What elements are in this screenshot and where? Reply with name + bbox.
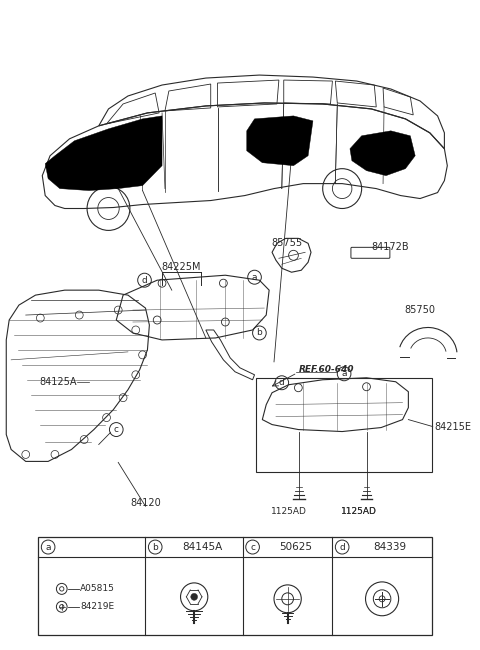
Text: d: d	[339, 543, 345, 552]
Text: 1125AD: 1125AD	[341, 507, 377, 515]
Bar	[38, 537, 432, 634]
Text: a: a	[46, 543, 51, 552]
Polygon shape	[45, 116, 162, 190]
Text: 84225M: 84225M	[162, 262, 201, 272]
Text: 84172B: 84172B	[372, 242, 409, 252]
Text: d: d	[279, 378, 285, 387]
Text: 84215E: 84215E	[435, 422, 472, 432]
Circle shape	[191, 593, 198, 601]
Text: 50625: 50625	[279, 542, 312, 552]
Text: 1125AD: 1125AD	[271, 507, 307, 515]
Text: 84145A: 84145A	[182, 542, 222, 552]
Polygon shape	[350, 131, 415, 176]
Text: d: d	[142, 276, 147, 285]
Bar	[256, 378, 432, 473]
Text: c: c	[114, 425, 119, 434]
Text: 84120: 84120	[130, 499, 161, 508]
Text: b: b	[256, 328, 262, 337]
Text: a: a	[341, 369, 347, 378]
Polygon shape	[247, 116, 313, 166]
Text: A05815: A05815	[80, 584, 115, 593]
Text: c: c	[250, 543, 255, 552]
Text: b: b	[152, 543, 158, 552]
Text: 85755: 85755	[271, 239, 302, 248]
Text: 84219E: 84219E	[80, 603, 114, 611]
Text: a: a	[252, 273, 257, 281]
Text: 84125A: 84125A	[39, 377, 77, 387]
Text: REF.60-640: REF.60-640	[299, 365, 354, 374]
Text: 84339: 84339	[373, 542, 407, 552]
Text: 1125AD: 1125AD	[341, 507, 377, 515]
Text: 85750: 85750	[405, 305, 435, 315]
